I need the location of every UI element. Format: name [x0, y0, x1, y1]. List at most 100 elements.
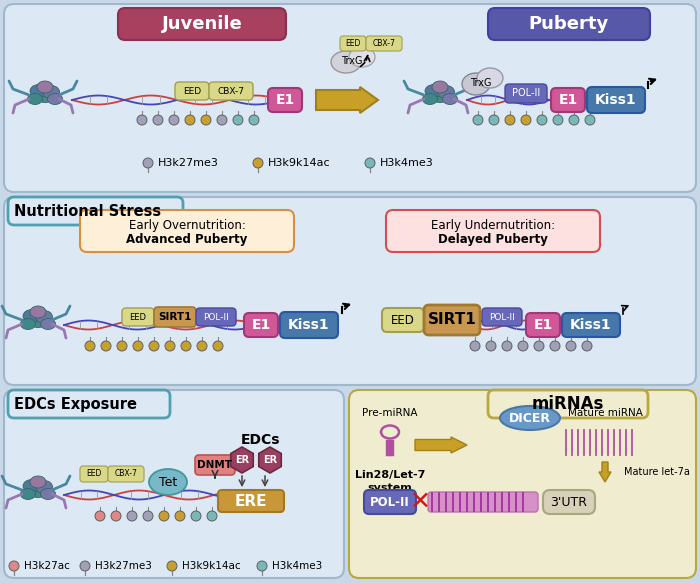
Ellipse shape [430, 88, 450, 103]
Ellipse shape [149, 469, 187, 495]
Text: CBX-7: CBX-7 [115, 470, 137, 478]
Ellipse shape [331, 51, 361, 73]
FancyBboxPatch shape [366, 36, 402, 51]
Text: POL-II: POL-II [203, 312, 229, 322]
FancyBboxPatch shape [4, 4, 696, 192]
Text: Early Undernutrition:: Early Undernutrition: [431, 218, 555, 231]
Circle shape [143, 511, 153, 521]
Text: SIRT1: SIRT1 [158, 312, 192, 322]
Circle shape [165, 341, 175, 351]
Ellipse shape [423, 93, 438, 105]
Ellipse shape [43, 85, 60, 99]
Text: H3k27me3: H3k27me3 [158, 158, 219, 168]
Circle shape [169, 115, 179, 125]
Text: EDCs Exposure: EDCs Exposure [14, 397, 137, 412]
FancyBboxPatch shape [424, 305, 480, 335]
Ellipse shape [30, 85, 48, 98]
FancyBboxPatch shape [386, 210, 600, 252]
Text: EED: EED [183, 86, 201, 96]
Ellipse shape [48, 93, 62, 105]
FancyBboxPatch shape [154, 307, 196, 327]
Ellipse shape [36, 481, 52, 493]
FancyBboxPatch shape [122, 308, 154, 326]
Ellipse shape [425, 85, 443, 98]
FancyBboxPatch shape [268, 88, 302, 112]
Text: 3'UTR: 3'UTR [550, 495, 587, 509]
Circle shape [175, 511, 185, 521]
Polygon shape [231, 447, 253, 473]
Ellipse shape [20, 318, 36, 329]
Ellipse shape [28, 312, 48, 328]
Text: POL-II: POL-II [489, 312, 515, 322]
Text: CBX-7: CBX-7 [372, 40, 396, 48]
Circle shape [566, 341, 576, 351]
Circle shape [95, 511, 105, 521]
Circle shape [127, 511, 137, 521]
Text: Kiss1: Kiss1 [570, 318, 612, 332]
Ellipse shape [23, 310, 41, 322]
Text: EED: EED [86, 470, 101, 478]
Ellipse shape [36, 311, 52, 324]
Text: ✕: ✕ [410, 490, 430, 514]
FancyBboxPatch shape [488, 8, 650, 40]
Circle shape [470, 341, 480, 351]
Text: POL-II: POL-II [512, 88, 540, 98]
FancyBboxPatch shape [108, 466, 144, 482]
Ellipse shape [462, 73, 490, 95]
Circle shape [117, 341, 127, 351]
FancyBboxPatch shape [505, 84, 547, 103]
Ellipse shape [28, 482, 48, 498]
Circle shape [486, 341, 496, 351]
Text: Delayed Puberty: Delayed Puberty [438, 234, 548, 246]
Ellipse shape [27, 93, 43, 105]
Text: miRNAs: miRNAs [532, 395, 604, 413]
Text: E1: E1 [275, 93, 295, 107]
FancyBboxPatch shape [340, 36, 366, 51]
Text: CBX-7: CBX-7 [218, 86, 244, 96]
FancyBboxPatch shape [8, 197, 183, 225]
FancyBboxPatch shape [428, 492, 538, 512]
Ellipse shape [35, 88, 55, 103]
Circle shape [217, 115, 227, 125]
FancyBboxPatch shape [4, 197, 696, 385]
Ellipse shape [349, 47, 375, 67]
FancyArrow shape [599, 462, 611, 482]
FancyBboxPatch shape [209, 82, 253, 100]
Circle shape [181, 341, 191, 351]
Ellipse shape [438, 85, 454, 99]
Text: Puberty: Puberty [529, 15, 609, 33]
FancyBboxPatch shape [80, 210, 294, 252]
Text: POL-II: POL-II [370, 495, 410, 509]
FancyBboxPatch shape [543, 490, 595, 514]
FancyBboxPatch shape [80, 466, 108, 482]
Ellipse shape [500, 406, 560, 430]
Ellipse shape [442, 93, 458, 105]
Text: E1: E1 [251, 318, 271, 332]
Circle shape [85, 341, 95, 351]
Circle shape [213, 341, 223, 351]
Circle shape [207, 511, 217, 521]
Circle shape [585, 115, 595, 125]
Text: EED: EED [345, 40, 361, 48]
Ellipse shape [30, 476, 46, 488]
Text: ERE: ERE [234, 493, 267, 509]
Text: EED: EED [391, 314, 415, 326]
Text: ER: ER [235, 455, 249, 465]
Circle shape [111, 511, 121, 521]
Text: H3k27ac: H3k27ac [24, 561, 70, 571]
Text: TrxG: TrxG [470, 78, 491, 88]
Text: system: system [368, 483, 412, 493]
Text: Mature miRNA: Mature miRNA [568, 408, 643, 418]
FancyBboxPatch shape [551, 88, 585, 112]
Text: E1: E1 [533, 318, 552, 332]
FancyBboxPatch shape [562, 313, 620, 337]
Text: Lin28/Let-7: Lin28/Let-7 [355, 470, 425, 480]
FancyBboxPatch shape [195, 455, 235, 475]
Text: SIRT1: SIRT1 [428, 312, 477, 328]
Circle shape [153, 115, 163, 125]
Circle shape [143, 158, 153, 168]
Circle shape [521, 115, 531, 125]
Circle shape [149, 341, 159, 351]
Circle shape [249, 115, 259, 125]
Text: H3k9k14ac: H3k9k14ac [268, 158, 330, 168]
